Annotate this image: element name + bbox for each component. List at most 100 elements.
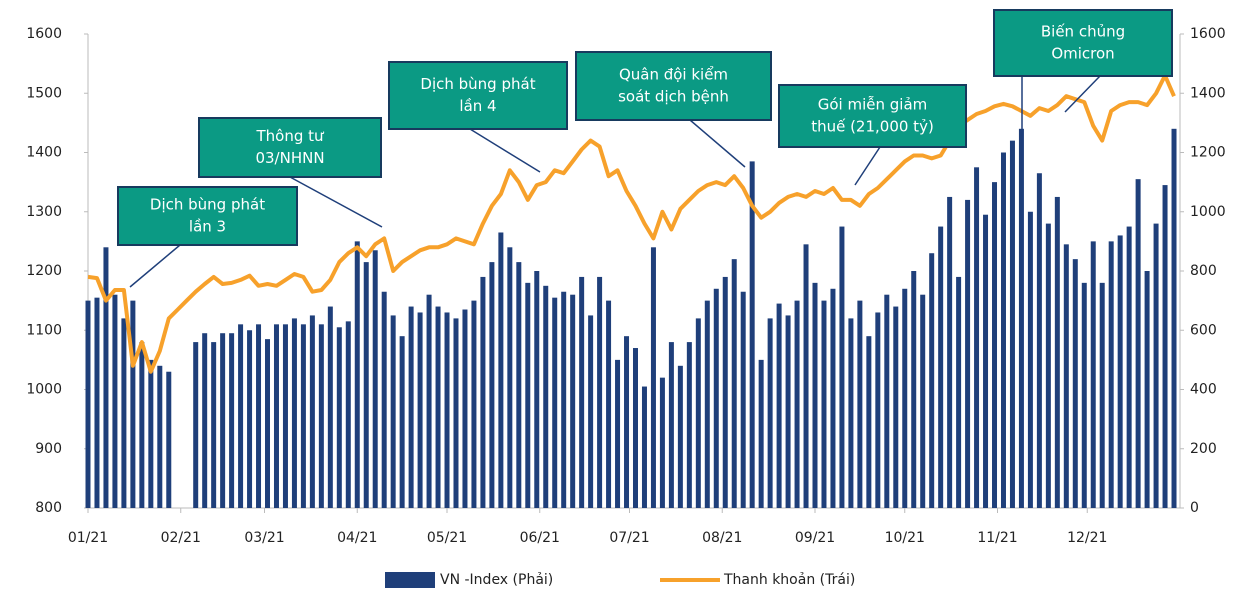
bar [875,312,881,508]
y-tick-label: 1600 [26,26,62,42]
bar [345,321,351,508]
x-tick-label: 07/21 [609,530,649,546]
bar [597,276,603,508]
annotation-text: Gói miễn giảm [818,96,928,114]
bar [534,271,540,508]
bar [938,226,944,508]
bar [1090,241,1096,508]
bar [911,271,917,508]
bar [372,250,378,508]
bar [570,294,576,508]
bar [471,300,477,508]
annotation: Quân đội kiểm soát dịch bệnh [575,51,772,168]
bar [130,300,136,508]
bar [166,371,172,508]
bar [525,282,531,508]
bar [516,262,522,508]
bar [318,324,324,508]
bar [202,333,208,508]
bar [767,318,773,508]
x-tick-label: 03/21 [244,530,284,546]
y-tick-label: 1000 [26,382,62,398]
annotation-text: Dịch bùng phát [150,196,265,214]
bar [85,300,91,508]
y2-tick-label: 400 [1190,382,1217,398]
bar [552,297,558,508]
bar [579,276,585,508]
y2-tick-label: 600 [1190,322,1217,338]
bar [426,294,432,508]
x-tick-label: 01/21 [68,530,108,546]
bar [247,330,253,508]
bar [1144,271,1150,508]
y-tick-label: 1100 [26,322,62,338]
bar [884,294,890,508]
bar [444,312,450,508]
bar [588,315,594,508]
bar [543,285,549,508]
bar [408,306,414,508]
bar [363,262,369,508]
bar [992,182,998,508]
bar [974,167,980,508]
annotation-leader [129,244,181,288]
y-tick-label: 1500 [26,85,62,101]
legend-label: Thanh khoản (Trái) [723,572,855,588]
bar [758,359,764,508]
bar [291,318,297,508]
bar [507,247,513,509]
bar [1081,282,1087,508]
bar [1018,128,1024,509]
annotation-text: lần 3 [189,218,226,236]
bar [1126,226,1132,508]
bar [1000,152,1006,508]
bar [300,324,306,508]
bar [381,291,387,508]
bar [641,386,647,508]
y-tick-label: 800 [35,500,62,516]
bar [893,306,899,508]
y-tick-label: 900 [35,441,62,457]
annotation-text: 03/NHNN [255,149,324,167]
bar [265,339,271,508]
annotation-box [117,186,298,246]
bar [615,359,621,508]
bar [947,196,953,508]
bar [776,303,782,508]
bar [821,300,827,508]
bar [399,336,405,508]
annotation: Thông tư 03/NHNN [198,117,383,228]
bar [157,365,163,508]
y2-tick-label: 1400 [1190,85,1226,101]
bar [749,161,755,508]
bar [220,333,226,508]
bar [1027,211,1033,508]
y2-tick-label: 1000 [1190,204,1226,220]
annotation-leader [469,128,541,173]
y2-tick-label: 1600 [1190,26,1226,42]
annotation-box [575,51,772,121]
y-tick-label: 1200 [26,263,62,279]
bar [1135,179,1141,508]
bar [489,262,495,508]
y2-tick-label: 1200 [1190,145,1226,161]
x-tick-label: 05/21 [427,530,467,546]
bar [462,309,468,508]
bar [624,336,630,508]
bar [740,291,746,508]
bar [803,244,809,508]
legend-label: VN -Index (Phải) [440,572,553,588]
bar [327,306,333,508]
annotation-text: lần 4 [459,97,496,115]
annotation-text: Thông tư [255,127,325,145]
annotation: Dịch bùng phát lần 3 [117,186,298,288]
bar [256,324,262,508]
y-tick-label: 1300 [26,204,62,220]
annotation-text: Dịch bùng phát [420,75,535,93]
annotation-leader [689,119,746,168]
bar [965,199,971,508]
annotation-leader [1064,75,1101,113]
bar [668,342,674,508]
bar [1009,140,1015,508]
